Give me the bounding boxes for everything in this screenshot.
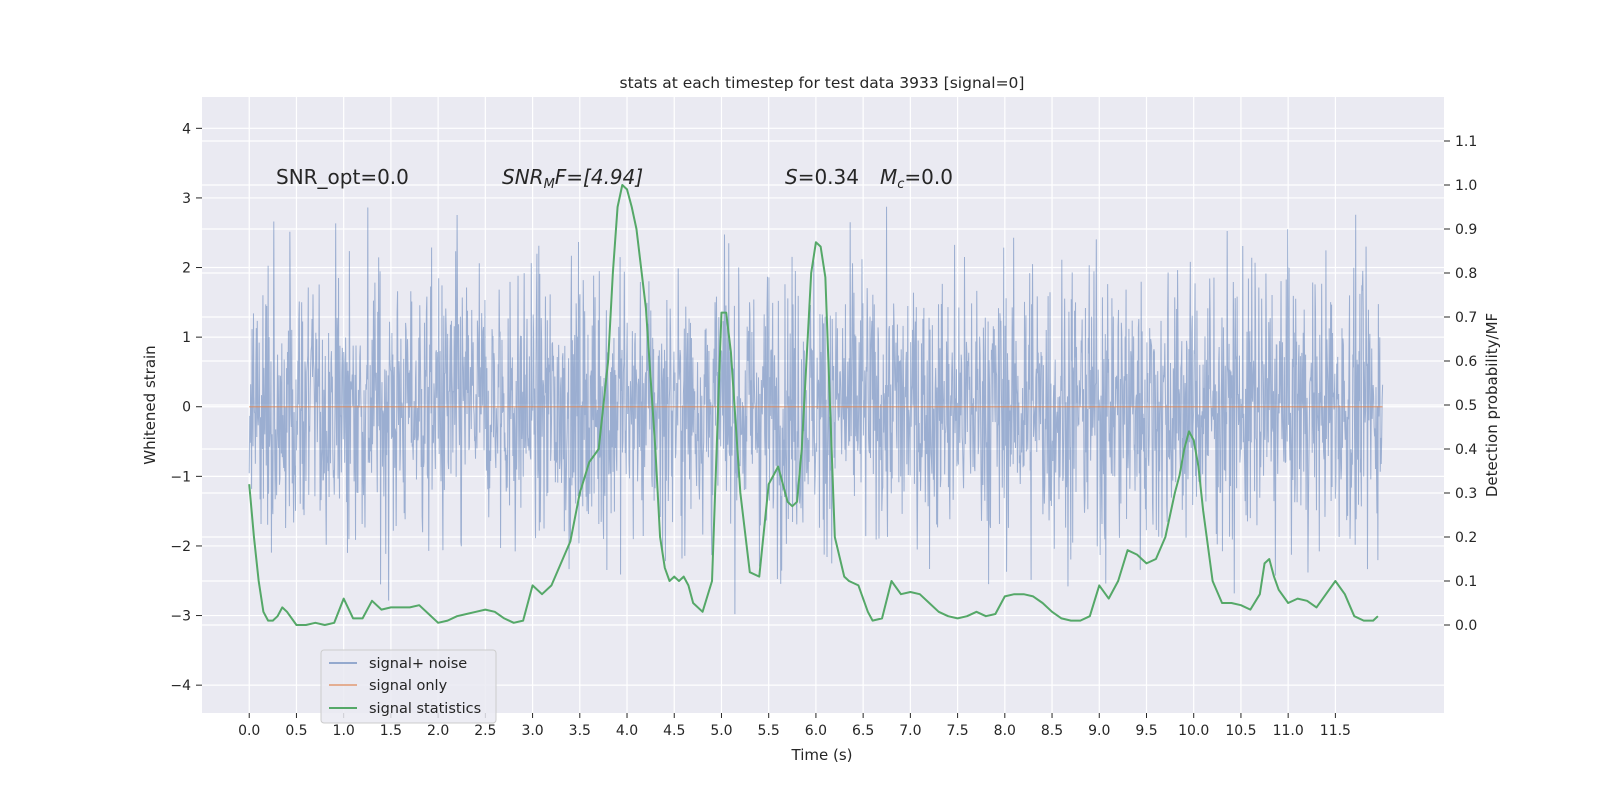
y-left-tick-label: 4	[182, 121, 191, 137]
x-tick-label: 7.5	[946, 723, 968, 739]
legend-box	[320, 649, 497, 724]
y-right-tick-label: 0.8	[1455, 266, 1477, 282]
y-left-tick-label: 3	[182, 191, 191, 207]
x-tick-label: 6.5	[852, 723, 874, 739]
x-tick-label: 1.0	[333, 723, 355, 739]
x-tick-label: 10.5	[1225, 723, 1256, 739]
y-left-tick-label: −3	[170, 609, 191, 625]
annotation-snr-mf: SNRMF=[4.94]	[502, 165, 643, 192]
x-tick-label: 5.0	[710, 723, 732, 739]
line-signal-statistics	[248, 184, 1379, 626]
y-left-tick-label: 2	[182, 261, 191, 277]
y-axis-left: −4 −3 −2 −1 0 1 2 3 4	[170, 121, 202, 694]
chart-title: stats at each timestep for test data 393…	[620, 74, 1025, 92]
legend-label-signal-plus-noise: signal+ noise	[369, 656, 467, 672]
x-tick-label: 5.5	[758, 723, 780, 739]
x-tick-label: 9.5	[1135, 723, 1157, 739]
annotation-s: S=0.34	[785, 165, 859, 189]
x-tick-label: 4.5	[663, 723, 685, 739]
grid	[202, 97, 1444, 713]
legend: signal+ noise signal only signal statist…	[320, 649, 497, 724]
x-axis: 0.0 0.5 1.0 1.5 2.0 2.5 3.0 3.5 4.0 4.5 5.0 5.5 6.0 6…	[238, 713, 1351, 739]
y-right-tick-label: 0.0	[1455, 618, 1477, 634]
legend-label-signal-statistics: signal statistics	[369, 701, 481, 717]
y-left-tick-label: 1	[182, 330, 191, 346]
x-tick-label: 0.5	[285, 723, 307, 739]
x-tick-label: 11.0	[1273, 723, 1304, 739]
x-tick-label: 11.5	[1320, 723, 1351, 739]
annotation-mc: Mc=0.0	[880, 165, 953, 192]
y-right-tick-label: 1.0	[1455, 178, 1477, 194]
y-left-tick-label: −2	[170, 539, 191, 555]
x-tick-label: 3.5	[569, 723, 591, 739]
x-tick-label: 1.5	[380, 723, 402, 739]
y-axis-left-label: Whitened strain	[141, 345, 159, 464]
y-left-tick-label: −4	[170, 678, 191, 694]
series-signal-statistics	[248, 184, 1379, 626]
x-tick-label: 4.0	[616, 723, 638, 739]
y-right-tick-label: 0.3	[1455, 486, 1477, 502]
x-tick-label: 6.0	[805, 723, 827, 739]
y-axis-right-label: Detection probability/MF	[1483, 313, 1501, 497]
y-right-tick-label: 0.6	[1455, 354, 1477, 370]
y-right-tick-label: 0.1	[1455, 574, 1477, 590]
x-axis-label: Time (s)	[791, 746, 853, 764]
x-tick-label: 9.0	[1088, 723, 1110, 739]
x-tick-label: 2.0	[427, 723, 449, 739]
legend-label-signal-only: signal only	[369, 678, 448, 694]
x-tick-label: 0.0	[238, 723, 260, 739]
annotation-snr-opt: SNR_opt=0.0	[276, 165, 409, 189]
x-tick-label: 8.0	[994, 723, 1016, 739]
x-tick-label: 3.0	[521, 723, 543, 739]
y-right-tick-label: 0.2	[1455, 530, 1477, 546]
y-right-tick-label: 0.4	[1455, 442, 1477, 458]
y-left-tick-label: 0	[182, 400, 191, 416]
y-right-tick-label: 1.1	[1455, 134, 1477, 150]
x-tick-label: 10.0	[1178, 723, 1209, 739]
x-tick-label: 2.5	[474, 723, 496, 739]
y-right-tick-label: 0.7	[1455, 310, 1477, 326]
x-tick-label: 8.5	[1041, 723, 1063, 739]
y-right-tick-label: 0.9	[1455, 222, 1477, 238]
series-signal-plus-noise	[248, 206, 1384, 615]
y-right-tick-label: 0.5	[1455, 398, 1477, 414]
y-left-tick-label: −1	[170, 469, 191, 485]
line-signal-plus-noise	[248, 206, 1384, 615]
x-tick-label: 7.0	[899, 723, 921, 739]
y-axis-right: 0.0 0.1 0.2 0.3 0.4 0.5 0.6 0.7 0.8 0.9 1.0 1.1	[1444, 134, 1477, 634]
